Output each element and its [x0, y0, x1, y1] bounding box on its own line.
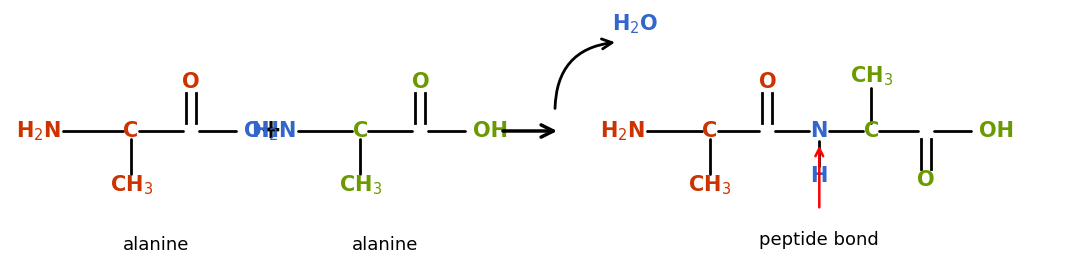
- Text: OH: OH: [979, 121, 1014, 141]
- Text: O: O: [759, 72, 776, 92]
- Text: peptide bond: peptide bond: [760, 231, 880, 249]
- Text: H: H: [811, 165, 828, 186]
- Text: +: +: [259, 118, 281, 144]
- Text: C: C: [123, 121, 138, 141]
- Text: C: C: [863, 121, 879, 141]
- Text: CH$_3$: CH$_3$: [110, 174, 153, 197]
- Text: alanine: alanine: [123, 236, 190, 254]
- Text: O: O: [412, 72, 429, 92]
- Text: OH: OH: [244, 121, 279, 141]
- Text: O: O: [182, 72, 199, 92]
- Text: H$_2$O: H$_2$O: [611, 12, 658, 36]
- Text: CH$_3$: CH$_3$: [688, 174, 731, 197]
- Text: H$_2$N: H$_2$N: [251, 119, 295, 143]
- Text: C: C: [353, 121, 368, 141]
- Text: CH$_3$: CH$_3$: [850, 65, 893, 88]
- Text: C: C: [702, 121, 717, 141]
- Text: H$_2$N: H$_2$N: [600, 119, 645, 143]
- Text: CH$_3$: CH$_3$: [339, 174, 382, 197]
- Text: alanine: alanine: [352, 236, 419, 254]
- Text: OH: OH: [473, 121, 508, 141]
- Text: O: O: [917, 170, 935, 191]
- Text: N: N: [811, 121, 828, 141]
- Text: H$_2$N: H$_2$N: [16, 119, 61, 143]
